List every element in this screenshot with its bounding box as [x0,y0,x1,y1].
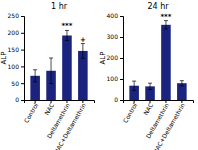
y-tick-label: 50 [11,80,19,87]
tick-mark [120,79,123,80]
tick-mark [120,100,123,101]
axis-line [21,17,25,101]
bar [62,35,72,100]
x-tick: Control [121,100,138,124]
y-axis: 0 50 100 150 200 250 [8,12,25,103]
y-tick-label: 250 [8,12,20,19]
y-tick-label: 200 [8,29,20,36]
y-tick: 50 [11,80,24,87]
y-tick-label: 400 [107,12,119,19]
tick-mark [51,100,52,103]
tick-mark [82,100,83,103]
y-tick-label: 0 [114,96,118,103]
x-tick-label: Control [22,101,39,124]
panel: ControlNACDeltamethrinNAC+Deltamethrin01… [99,2,194,150]
tick-mark [120,16,123,17]
x-tick-label: NAC [142,102,154,116]
error-bar [65,30,69,40]
tick-mark [21,100,24,101]
error-bar [132,81,136,90]
y-axis-label: ALP [99,52,107,65]
y-tick-label: 0 [15,96,19,103]
y-tick: 0 [114,96,123,103]
y-tick-label: 300 [107,33,119,40]
tick-mark [120,58,123,59]
y-axis: 0 100 200 300 400 [107,12,124,103]
y-tick-label: 150 [8,46,20,53]
y-tick: 0 [15,96,24,103]
y-tick: 300 [107,33,123,40]
x-tick-label: Control [121,101,138,124]
error-bar [81,44,85,59]
plot-area [30,30,87,100]
y-tick: 100 [107,75,123,82]
error-bar [164,21,168,29]
error-bar [148,83,152,89]
x-tick-label: NAC+Deltamethrin [151,102,186,150]
y-tick-label: 100 [8,63,20,70]
panel: ControlNACDeltamethrinNAC+Deltamethrin05… [0,2,95,150]
annotation: *** [160,13,171,21]
x-axis: ControlNACDeltamethrinNAC+Deltamethrin [121,100,193,150]
x-tick-label: NAC [43,102,55,116]
axis-line [120,17,124,101]
y-tick: 200 [107,54,123,61]
tick-mark [165,100,166,103]
y-tick: 150 [8,46,24,53]
error-bar [49,58,53,84]
tick-mark [21,50,24,51]
tick-mark [21,66,24,67]
bar [161,25,171,100]
tick-mark [150,100,151,103]
x-tick-label: NAC+Deltamethrin [52,102,87,150]
error-bar [33,70,37,82]
y-tick-label: 100 [107,75,119,82]
title: 1 hr [51,2,68,11]
y-tick: 400 [107,12,123,19]
annotation: *** [61,22,72,30]
x-tick: NAC [142,100,154,116]
x-tick: NAC+Deltamethrin [52,100,87,150]
axis-line [124,101,194,104]
error-bar [180,81,184,86]
tick-mark [66,100,67,103]
y-tick: 200 [8,29,24,36]
y-tick-label: 200 [107,54,119,61]
figure: ControlNACDeltamethrinNAC+Deltamethrin05… [0,0,198,150]
tick-mark [35,100,36,103]
x-tick: NAC+Deltamethrin [151,100,186,150]
tick-mark [21,83,24,84]
x-axis: ControlNACDeltamethrinNAC+Deltamethrin [22,100,94,150]
annotation: + [80,36,86,44]
y-tick: 250 [8,12,24,19]
tick-mark [21,16,24,17]
plot-area [129,21,186,100]
y-axis-label: ALP [0,52,8,65]
x-tick: NAC [43,100,55,116]
y-tick: 100 [8,63,24,70]
x-tick: Control [22,100,39,124]
axis-line [25,101,95,104]
tick-mark [21,33,24,34]
tick-mark [181,100,182,103]
tick-mark [120,37,123,38]
tick-mark [134,100,135,103]
title: 24 hr [147,2,169,11]
